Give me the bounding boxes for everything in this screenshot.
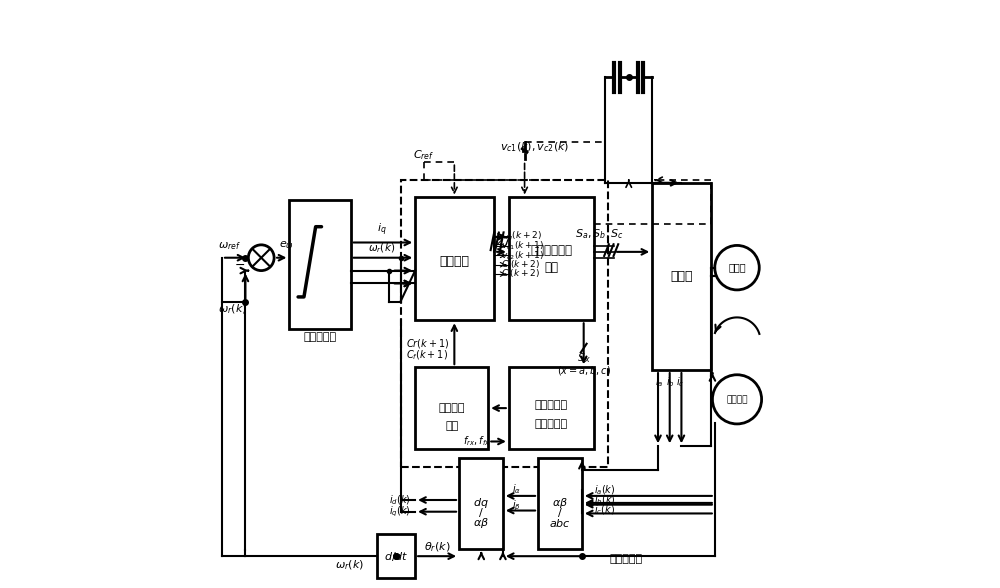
Text: $i_q(k)$: $i_q(k)$ [389,505,411,519]
Text: $Cr(k+1)$: $Cr(k+1)$ [406,338,450,350]
FancyBboxPatch shape [459,458,503,549]
Text: /: / [479,509,483,519]
Text: $i_\beta$: $i_\beta$ [512,499,521,513]
Text: $\omega_{ref}$: $\omega_{ref}$ [218,240,241,252]
Text: $i_c(k)$: $i_c(k)$ [594,504,615,517]
Text: 优化: 优化 [544,261,558,274]
Text: $S_a, S_b, S_c$: $S_a, S_b, S_c$ [575,228,624,241]
Text: 计算: 计算 [445,420,458,430]
Text: 开关周期: 开关周期 [438,403,465,413]
Text: 预测模型: 预测模型 [440,255,470,268]
Text: $S_x$: $S_x$ [577,352,591,365]
Text: $C_r(k+2)$: $C_r(k+2)$ [501,259,541,271]
Text: $i_q$: $i_q$ [377,222,387,238]
Text: $\theta_r(k)$: $\theta_r(k)$ [424,541,450,554]
FancyBboxPatch shape [538,458,582,549]
Text: 门极驱动信: 门极驱动信 [535,400,568,410]
Text: $d/dt$: $d/dt$ [384,550,408,563]
Text: $v_{c1}(k), v_{c2}(k)$: $v_{c1}(k), v_{c2}(k)$ [500,140,570,153]
Text: $i_b$: $i_b$ [666,375,674,389]
FancyBboxPatch shape [377,534,415,578]
Text: $i_b(k)$: $i_b(k)$ [594,493,615,507]
Text: $(x=a, b, c)$: $(x=a, b, c)$ [557,363,611,376]
Text: $dq$: $dq$ [473,496,489,510]
Text: 号边沿检测: 号边沿检测 [535,419,568,429]
Text: $i_a(k)$: $i_a(k)$ [594,483,615,497]
Text: 永磁电机: 永磁电机 [726,395,748,404]
Text: $i_a$: $i_a$ [655,375,663,389]
FancyBboxPatch shape [652,183,711,370]
Text: $\omega_r(k)$: $\omega_r(k)$ [335,559,364,572]
Text: $C_{ref}$: $C_{ref}$ [413,149,435,162]
Text: /: / [558,509,562,519]
Text: 电机编码器: 电机编码器 [609,554,642,564]
Text: $i_c$: $i_c$ [676,375,684,389]
Text: $v_{c1}(k+1)$: $v_{c1}(k+1)$ [501,240,544,252]
Text: 逆变器: 逆变器 [670,270,693,283]
Text: $C_f(k+1)$: $C_f(k+1)$ [406,349,448,362]
Text: $v_{c2}(k+1)$: $v_{c2}(k+1)$ [501,249,544,262]
Text: 传感器: 传感器 [728,263,746,273]
Text: $C_f(k+2)$: $C_f(k+2)$ [501,268,540,280]
FancyBboxPatch shape [289,201,351,329]
FancyBboxPatch shape [415,198,494,320]
Text: $27$: $27$ [495,235,511,248]
Text: $-$: $-$ [234,258,245,270]
Text: $f_{rx}, f_{fx}$: $f_{rx}, f_{fx}$ [463,435,490,449]
Text: $e_\omega$: $e_\omega$ [279,239,294,251]
Text: $\alpha\beta$: $\alpha\beta$ [473,516,489,530]
Text: $\omega_r(k)$: $\omega_r(k)$ [218,303,247,316]
Text: $\alpha\beta$: $\alpha\beta$ [552,496,568,510]
FancyBboxPatch shape [415,367,488,449]
Text: 代价函数滚动: 代价函数滚动 [530,243,572,256]
Text: 速度控制器: 速度控制器 [303,332,337,342]
Text: $i_{dq}(k+2)$: $i_{dq}(k+2)$ [501,230,542,243]
FancyBboxPatch shape [509,367,594,449]
Text: $abc$: $abc$ [549,517,571,529]
FancyBboxPatch shape [509,198,594,320]
Text: $i_\alpha$: $i_\alpha$ [512,482,521,496]
Text: $i_d(k)$: $i_d(k)$ [389,493,411,507]
Text: $\omega_r(k)$: $\omega_r(k)$ [368,241,395,255]
